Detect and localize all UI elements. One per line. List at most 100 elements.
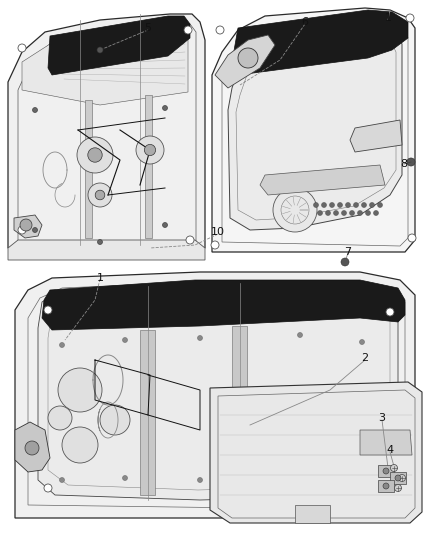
Polygon shape <box>295 505 330 523</box>
Circle shape <box>62 427 98 463</box>
Text: 1: 1 <box>385 13 392 23</box>
Circle shape <box>407 158 415 166</box>
Text: 5: 5 <box>145 23 152 33</box>
Text: 2: 2 <box>361 353 368 363</box>
Circle shape <box>32 228 38 232</box>
Polygon shape <box>260 165 385 195</box>
Polygon shape <box>378 480 394 492</box>
Circle shape <box>77 137 113 173</box>
Polygon shape <box>390 472 406 484</box>
Polygon shape <box>15 422 50 472</box>
Circle shape <box>386 484 394 492</box>
Polygon shape <box>8 14 205 248</box>
Circle shape <box>314 203 318 207</box>
Polygon shape <box>228 28 402 230</box>
Text: 3: 3 <box>378 413 385 423</box>
Circle shape <box>88 183 112 207</box>
Circle shape <box>95 190 105 200</box>
Polygon shape <box>38 286 398 500</box>
Circle shape <box>353 203 358 207</box>
Circle shape <box>399 474 406 481</box>
Circle shape <box>333 211 339 215</box>
Polygon shape <box>210 382 422 523</box>
Polygon shape <box>15 272 415 518</box>
Circle shape <box>360 475 364 481</box>
Circle shape <box>20 219 32 231</box>
Polygon shape <box>360 430 412 455</box>
Circle shape <box>136 136 164 164</box>
Circle shape <box>44 306 52 314</box>
Circle shape <box>383 483 389 489</box>
Text: 8: 8 <box>400 159 408 169</box>
Circle shape <box>184 26 192 34</box>
Circle shape <box>329 203 335 207</box>
Circle shape <box>88 148 102 162</box>
Text: 10: 10 <box>211 227 225 237</box>
Circle shape <box>346 203 350 207</box>
Circle shape <box>395 475 401 481</box>
Circle shape <box>318 211 322 215</box>
Circle shape <box>342 211 346 215</box>
Circle shape <box>123 475 127 481</box>
Circle shape <box>378 203 382 207</box>
Circle shape <box>374 211 378 215</box>
Circle shape <box>408 234 416 242</box>
Circle shape <box>198 335 202 341</box>
Circle shape <box>395 484 402 491</box>
Circle shape <box>406 14 414 22</box>
Polygon shape <box>145 95 152 238</box>
Circle shape <box>32 108 38 112</box>
Circle shape <box>44 484 52 492</box>
Circle shape <box>216 26 224 34</box>
Circle shape <box>383 468 389 474</box>
Text: 1: 1 <box>96 273 103 283</box>
Polygon shape <box>85 100 92 238</box>
Circle shape <box>357 211 363 215</box>
Circle shape <box>100 405 130 435</box>
Circle shape <box>350 211 354 215</box>
Polygon shape <box>42 280 405 330</box>
Circle shape <box>360 340 364 344</box>
Circle shape <box>162 106 167 110</box>
Circle shape <box>60 343 64 348</box>
Circle shape <box>198 478 202 482</box>
Polygon shape <box>140 330 155 495</box>
Circle shape <box>123 337 127 343</box>
Circle shape <box>162 222 167 228</box>
Polygon shape <box>8 240 205 260</box>
Polygon shape <box>350 120 402 152</box>
Circle shape <box>365 211 371 215</box>
Circle shape <box>297 333 303 337</box>
Circle shape <box>238 48 258 68</box>
Polygon shape <box>232 326 247 495</box>
Circle shape <box>145 144 155 156</box>
Circle shape <box>58 368 102 412</box>
Polygon shape <box>14 215 42 238</box>
Text: 6: 6 <box>301 17 308 27</box>
Text: 7: 7 <box>344 247 352 257</box>
Polygon shape <box>215 35 275 88</box>
Circle shape <box>273 188 317 232</box>
Circle shape <box>321 203 326 207</box>
Polygon shape <box>212 8 415 252</box>
Circle shape <box>48 406 72 430</box>
Circle shape <box>60 478 64 482</box>
Circle shape <box>325 211 331 215</box>
Circle shape <box>25 441 39 455</box>
Circle shape <box>18 44 26 52</box>
Polygon shape <box>22 26 188 105</box>
Circle shape <box>297 475 303 481</box>
Circle shape <box>98 239 102 245</box>
Polygon shape <box>378 465 394 477</box>
Circle shape <box>97 47 103 53</box>
Circle shape <box>211 241 219 249</box>
Circle shape <box>338 203 343 207</box>
Circle shape <box>341 258 349 266</box>
Polygon shape <box>232 10 408 75</box>
Text: 4: 4 <box>386 445 394 455</box>
Circle shape <box>370 203 374 207</box>
Circle shape <box>361 203 367 207</box>
Circle shape <box>186 236 194 244</box>
Polygon shape <box>48 16 190 75</box>
Circle shape <box>391 464 398 472</box>
